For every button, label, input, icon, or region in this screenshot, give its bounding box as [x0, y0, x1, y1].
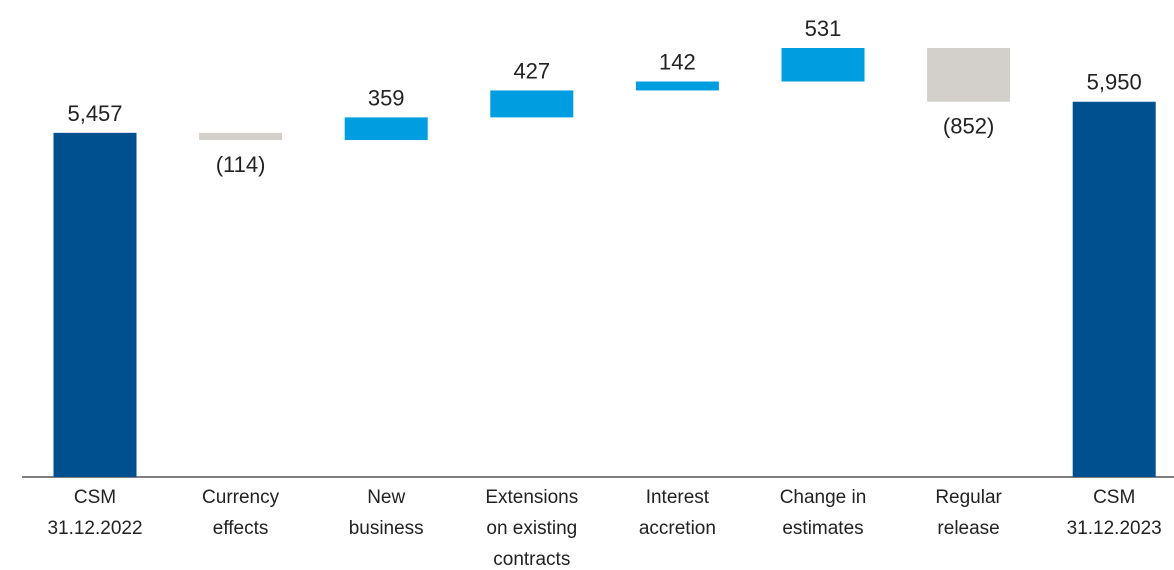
category-line: effects: [213, 518, 269, 539]
category-line: 31.12.2022: [47, 518, 142, 539]
category-label: Interest accretion: [639, 487, 716, 539]
category-line: contracts: [493, 549, 570, 570]
value-label: 5,950: [1087, 70, 1142, 95]
category-line: estimates: [782, 518, 863, 539]
bar: [927, 48, 1011, 102]
value-label: 531: [805, 16, 842, 41]
bar: [199, 132, 283, 141]
category-label: CSM 31.12.2023: [1067, 487, 1162, 539]
category-label: Currency effects: [202, 487, 280, 539]
category-line: 31.12.2023: [1067, 518, 1162, 539]
value-label: 142: [659, 49, 696, 74]
category-line: New: [367, 487, 405, 508]
value-label: 359: [368, 85, 405, 110]
bar: [344, 117, 428, 141]
bar: [490, 90, 574, 118]
category-line: Regular: [935, 487, 1002, 508]
bar: [781, 48, 865, 82]
category-label: CSM 31.12.2022: [47, 487, 142, 539]
category-line: Extensions: [485, 487, 578, 508]
category-label: New business: [349, 487, 424, 539]
category-line: release: [937, 518, 999, 539]
value-label: (114): [216, 152, 266, 177]
bar: [53, 132, 137, 477]
category-line: Change in: [780, 487, 867, 508]
category-line: on existing: [486, 518, 577, 539]
value-label: (852): [943, 114, 994, 139]
category-line: business: [349, 518, 424, 539]
category-line: CSM: [1093, 487, 1135, 508]
category-line: CSM: [74, 487, 116, 508]
bar: [1072, 101, 1156, 477]
category-label: Regular release: [935, 487, 1002, 539]
bar: [635, 81, 719, 91]
category-line: Currency: [202, 487, 280, 508]
category-line: Interest: [646, 487, 710, 508]
category-line: accretion: [639, 518, 716, 539]
value-label: 5,457: [67, 101, 122, 126]
category-label: Change in estimates: [780, 487, 867, 539]
value-label: 427: [513, 58, 550, 83]
category-label: Extensions on existing contracts: [485, 487, 578, 570]
